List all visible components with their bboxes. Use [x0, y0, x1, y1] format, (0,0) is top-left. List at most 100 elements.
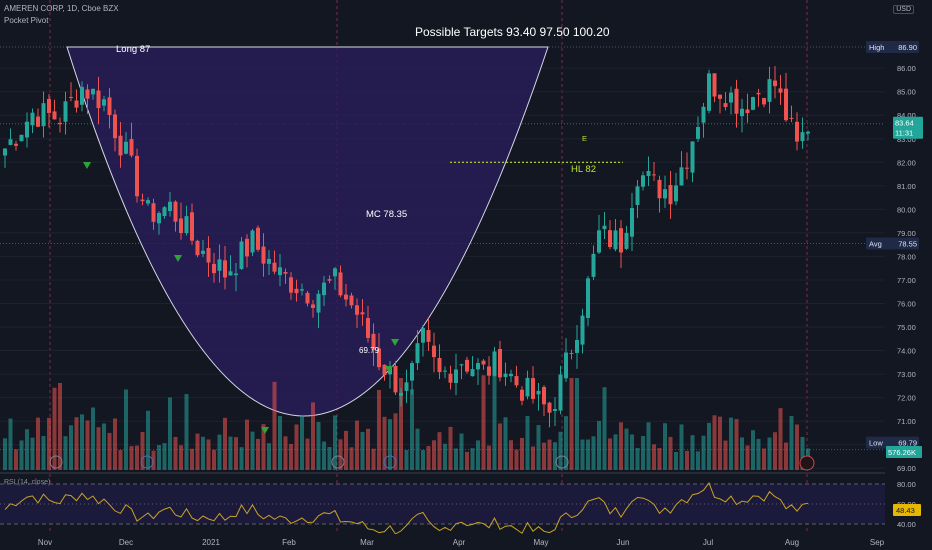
candle-body	[509, 374, 513, 376]
candle-body	[163, 207, 167, 216]
candle-body	[333, 268, 337, 276]
candle-body	[427, 330, 431, 342]
price-tick-label: 85.00	[897, 88, 916, 97]
time-tick-label: May	[533, 538, 548, 547]
volume-bar	[586, 440, 590, 470]
candle-body	[410, 363, 414, 380]
candle-body	[784, 89, 788, 121]
volume-bar	[625, 429, 629, 470]
candle-body	[652, 174, 656, 175]
volume-bar	[454, 448, 458, 470]
currency-badge[interactable]: USD	[893, 5, 914, 14]
candle-body	[685, 168, 689, 169]
volume-bar	[416, 429, 420, 470]
candle-body	[124, 142, 128, 154]
volume-bar	[223, 418, 227, 470]
candle-body	[86, 89, 90, 98]
candle-body	[157, 213, 161, 223]
volume-bar	[597, 421, 601, 470]
candle-body	[399, 393, 403, 396]
candle-body	[273, 263, 277, 272]
volume-bar	[64, 436, 68, 470]
volume-bar	[234, 437, 238, 470]
symbol-title[interactable]: AMEREN CORP, 1D, Cboe BZX	[4, 4, 119, 13]
volume-bar	[707, 423, 711, 470]
candle-body	[465, 360, 469, 372]
candle-body	[526, 378, 530, 397]
volume-bar	[537, 425, 541, 470]
volume-bar	[575, 378, 579, 470]
time-axis[interactable]: Nov Dec 2021 Feb Mar Apr May Jun Jul Aug Sep	[0, 534, 932, 550]
volume-bar	[405, 450, 409, 470]
price-tick-label: 76.00	[897, 299, 916, 308]
candle-body	[498, 349, 502, 377]
volume-bar	[581, 439, 585, 470]
volume-bar	[185, 394, 189, 470]
volume-bar	[564, 416, 568, 470]
cup-pattern-fill	[67, 47, 548, 416]
volume-bar	[460, 433, 464, 470]
volume-bar	[190, 449, 194, 470]
volume-bar	[548, 440, 552, 470]
volume-bar	[333, 415, 337, 470]
volume-bar	[735, 419, 739, 470]
volume-bar	[179, 445, 183, 470]
candle-body	[196, 241, 200, 255]
candle-body	[207, 248, 211, 263]
candle-body	[614, 230, 618, 249]
indicator-title[interactable]: Pocket Pivot	[4, 16, 48, 25]
time-tick-label: Mar	[360, 538, 374, 547]
volume-bar	[779, 408, 783, 470]
candle-body	[108, 97, 112, 115]
volume-bar	[361, 432, 365, 470]
volume-bar	[790, 416, 794, 470]
candle-body	[740, 109, 744, 116]
candle-body	[306, 293, 310, 304]
volume-bar	[773, 432, 777, 470]
candle-body	[284, 272, 288, 274]
candle-body	[25, 122, 29, 138]
volume-bar	[768, 438, 772, 470]
candle-body	[520, 390, 524, 401]
candle-body	[515, 376, 519, 385]
candle-body	[361, 312, 365, 314]
candle-body	[476, 363, 480, 369]
bar-countdown: 11:31	[895, 129, 913, 138]
volume-bar	[229, 437, 233, 470]
candle-body	[542, 387, 546, 404]
volume-bar	[526, 416, 530, 470]
candle-body	[586, 278, 590, 318]
candle-body	[713, 73, 717, 96]
volume-bar	[542, 443, 546, 470]
price-tick-label: 78.00	[897, 252, 916, 261]
volume-bar	[163, 443, 167, 470]
volume-bar	[487, 446, 491, 470]
volume-bar	[31, 438, 35, 470]
volume-bar	[520, 438, 524, 470]
volume-bar	[438, 432, 442, 470]
price-tick-label: 77.00	[897, 276, 916, 285]
volume-bar	[531, 447, 535, 470]
volume-bar	[509, 440, 513, 470]
candle-body	[597, 230, 601, 252]
volume-bar	[196, 434, 200, 470]
candle-body	[47, 99, 51, 113]
last-price-value: 83.64	[895, 119, 914, 128]
volume-bar	[80, 414, 84, 470]
time-tick-label: Jun	[617, 538, 630, 547]
time-tick-label: Nov	[38, 538, 52, 547]
volume-bar	[619, 422, 623, 470]
rsi-label: RSI (14, close)	[4, 479, 50, 486]
volume-bar	[102, 423, 106, 470]
candle-body	[537, 391, 541, 394]
volume-bar	[421, 450, 425, 470]
candle-body	[9, 139, 13, 145]
volume-bar	[559, 432, 563, 470]
price-tick-label: 69.00	[897, 464, 916, 473]
volume-bar	[740, 437, 744, 470]
volume-bar	[515, 450, 519, 470]
candle-body	[647, 171, 651, 176]
candle-body	[746, 109, 750, 113]
price-scale[interactable]: 86.00 85.00 84.00 83.00 82.00 81.00 80.00 79.00…	[885, 0, 932, 550]
